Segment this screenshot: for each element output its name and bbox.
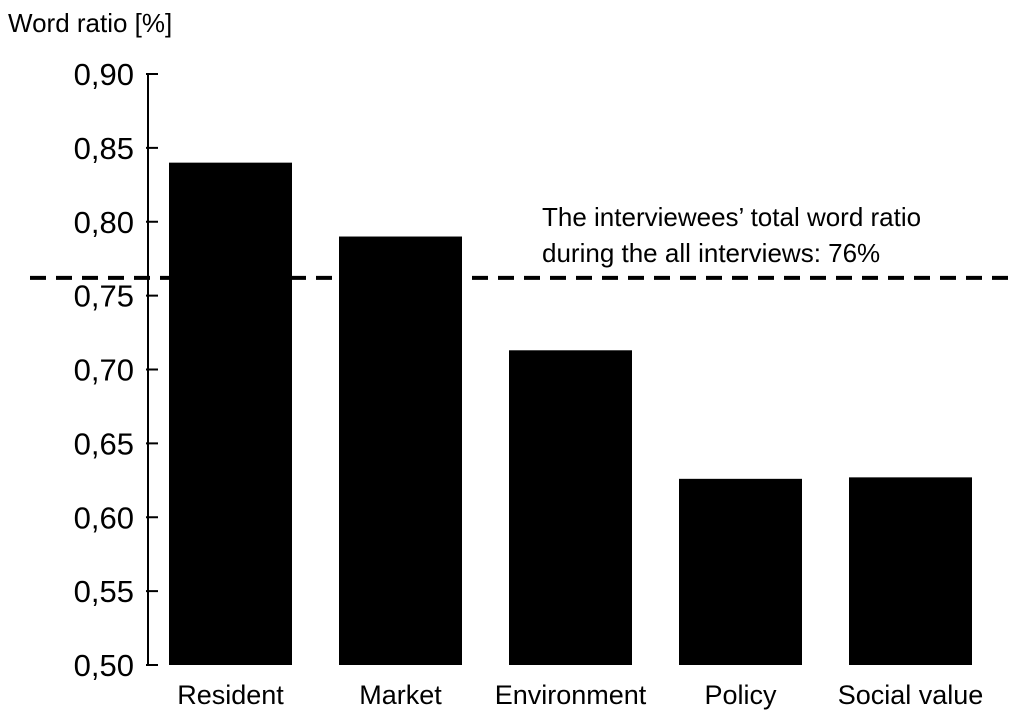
x-tick-label: Environment (495, 680, 647, 710)
y-tick-label: 0,60 (74, 500, 134, 535)
bar (679, 478, 802, 665)
annotation-line: The interviewees’ total word ratio (542, 202, 921, 232)
y-tick-label: 0,75 (74, 279, 134, 314)
bar (169, 162, 292, 665)
y-tick-label: 0,90 (74, 57, 134, 92)
reference-line-annotation: The interviewees’ total word ratio during… (542, 202, 921, 268)
y-tick-label: 0,55 (74, 574, 134, 609)
y-tick-label: 0,70 (74, 353, 134, 388)
x-tick-label: Policy (704, 680, 777, 710)
bar (509, 350, 632, 665)
x-tick-label: Social value (838, 680, 984, 710)
y-axis: 0,50 0,55 0,60 0,65 0,70 0,75 0,80 0,85 0,90 (74, 57, 158, 683)
y-tick-label: 0,65 (74, 426, 134, 461)
bars (169, 162, 972, 665)
bar (339, 236, 462, 665)
x-tick-label: Market (359, 680, 442, 710)
annotation-line: during the all interviews: 76% (542, 238, 880, 268)
x-tick-label: Resident (177, 680, 284, 710)
y-axis-label: Word ratio [%] (8, 8, 172, 38)
y-tick-label: 0,50 (74, 648, 134, 683)
bar (849, 477, 972, 665)
y-tick-label: 0,85 (74, 131, 134, 166)
y-tick-label: 0,80 (74, 205, 134, 240)
x-axis-labels: Resident Market Environment Policy Social va… (177, 680, 983, 710)
